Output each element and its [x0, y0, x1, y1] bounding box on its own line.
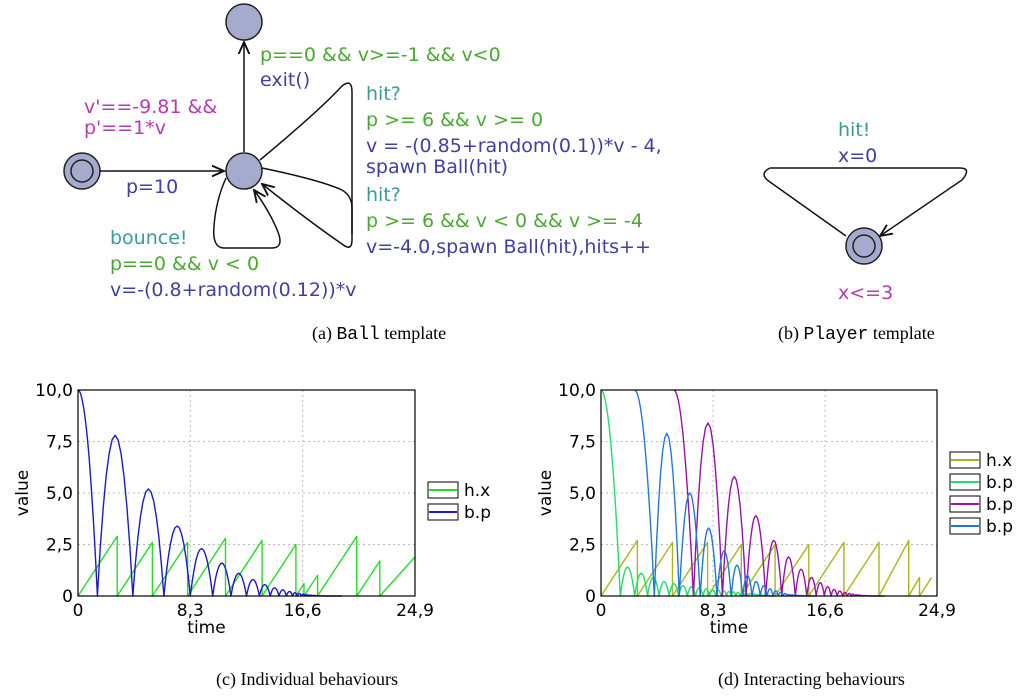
y-tick-label: 0	[62, 587, 73, 607]
hit1-update-label-2: spawn Ball(hit)	[366, 156, 508, 178]
player-template-diagram: hit! x=0 x<=3 (b) Player template	[763, 119, 968, 345]
x-tick-label: 8,3	[177, 601, 204, 621]
caption-b-code: Player	[804, 325, 869, 345]
hit2-guard-label: p >= 6 && v < 0 && v >= -4	[366, 210, 643, 232]
caption-b-suffix: template	[868, 323, 934, 343]
caption-a-suffix: template	[380, 323, 446, 343]
hit1-guard-label: p >= 6 && v >= 0	[366, 109, 543, 131]
x-tick-label: 24,9	[918, 601, 956, 621]
chart-individual-behaviours: 0 8,3 16,6 24,9 0 2,5 5,0 7,5 10,0 time value h.xb.…	[13, 381, 491, 638]
init-update-label: p=10	[126, 176, 178, 198]
player-state	[845, 227, 883, 265]
y-tick-label: 5,0	[569, 484, 596, 504]
legend-label: b.p	[986, 473, 1013, 493]
x-tick-label: 16,6	[806, 601, 844, 621]
hit-self-loop-2-guide	[261, 167, 353, 234]
x-axis-label: time	[710, 618, 748, 638]
y-tick-label: 10,0	[558, 381, 596, 401]
caption-a-prefix: (a)	[312, 323, 336, 344]
hit2-sync-label: hit?	[366, 184, 401, 206]
y-tick-label: 0	[585, 587, 596, 607]
exit-guard-label: p==0 && v>=-1 && v<0	[260, 44, 501, 66]
x-tick-label: 16,6	[284, 601, 322, 621]
caption-d: (d) Interacting behaviours	[718, 669, 905, 690]
bounce-sync-label: bounce!	[110, 227, 188, 249]
ball-main-state	[225, 152, 263, 190]
caption-c: (c) Individual behaviours	[216, 669, 398, 690]
ball-template-diagram: p==0 && v>=-1 && v<0 exit() v'==-9.81 &&…	[63, 3, 662, 345]
bounce-self-loop	[212, 177, 281, 249]
x-axis-label: time	[187, 618, 225, 638]
invariant-label-2: p'==1*v	[84, 117, 166, 139]
hit1-sync-label: hit?	[366, 83, 401, 105]
bounce-guard-label: p==0 && v < 0	[110, 253, 259, 275]
exit-update-label: exit()	[260, 69, 310, 91]
caption-a-code: Ball	[336, 325, 379, 345]
x-tick-label: 0	[73, 601, 84, 621]
legend-label: h.x	[464, 481, 490, 501]
legend-swatch-box	[427, 503, 459, 521]
legend-swatch-box	[949, 517, 981, 535]
legend-label: b.p	[986, 517, 1013, 537]
ball-initial-state	[63, 152, 101, 190]
player-edge-left	[763, 167, 847, 237]
y-tick-label: 2,5	[569, 536, 596, 556]
x-tick-label: 0	[596, 601, 607, 621]
player-update-label: x=0	[838, 145, 877, 167]
plot-frame	[600, 389, 938, 597]
hit2-update-label: v=-4.0,spawn Ball(hit),hits++	[366, 236, 651, 258]
y-tick-label: 10,0	[35, 381, 73, 401]
y-tick-label: 5,0	[46, 484, 73, 504]
series-line-h-x	[77, 535, 416, 597]
y-tick-label: 2,5	[46, 536, 73, 556]
x-tick-label: 24,9	[396, 601, 434, 621]
legend-swatch-box	[949, 495, 981, 513]
exit-state	[225, 3, 263, 41]
caption-a: (a) Ball template	[312, 323, 446, 345]
legend-label: b.p	[986, 495, 1013, 515]
hit1-update-label-1: v = -(0.85+random(0.1))*v - 4,	[366, 135, 662, 157]
y-tick-label: 7,5	[46, 433, 73, 453]
caption-b: (b) Player template	[778, 323, 935, 345]
legend-label: b.p	[464, 503, 491, 523]
invariant-label-1: v'==-9.81 &&	[84, 96, 217, 118]
chart-interacting-behaviours: 0 8,3 16,6 24,902,55,07,510,0timevalueh.xb.…	[536, 381, 1013, 638]
y-axis-label: value	[536, 470, 556, 516]
legend-swatch-box	[949, 473, 981, 491]
hit-self-loop-1	[259, 82, 353, 248]
legend-swatch-box	[949, 451, 981, 469]
x-tick-label: 8,3	[699, 601, 726, 621]
player-edge-right	[770, 167, 968, 236]
y-tick-label: 7,5	[569, 433, 596, 453]
caption-b-prefix: (b)	[778, 323, 804, 344]
legend-swatch-box	[427, 481, 459, 499]
player-sync-label: hit!	[838, 119, 870, 141]
bounce-update-label: v=-(0.8+random(0.12))*v	[110, 279, 357, 301]
player-invariant-label: x<=3	[838, 282, 893, 304]
plot-frame	[77, 389, 416, 597]
legend-label: h.x	[986, 451, 1012, 471]
y-axis-label: value	[13, 470, 33, 516]
